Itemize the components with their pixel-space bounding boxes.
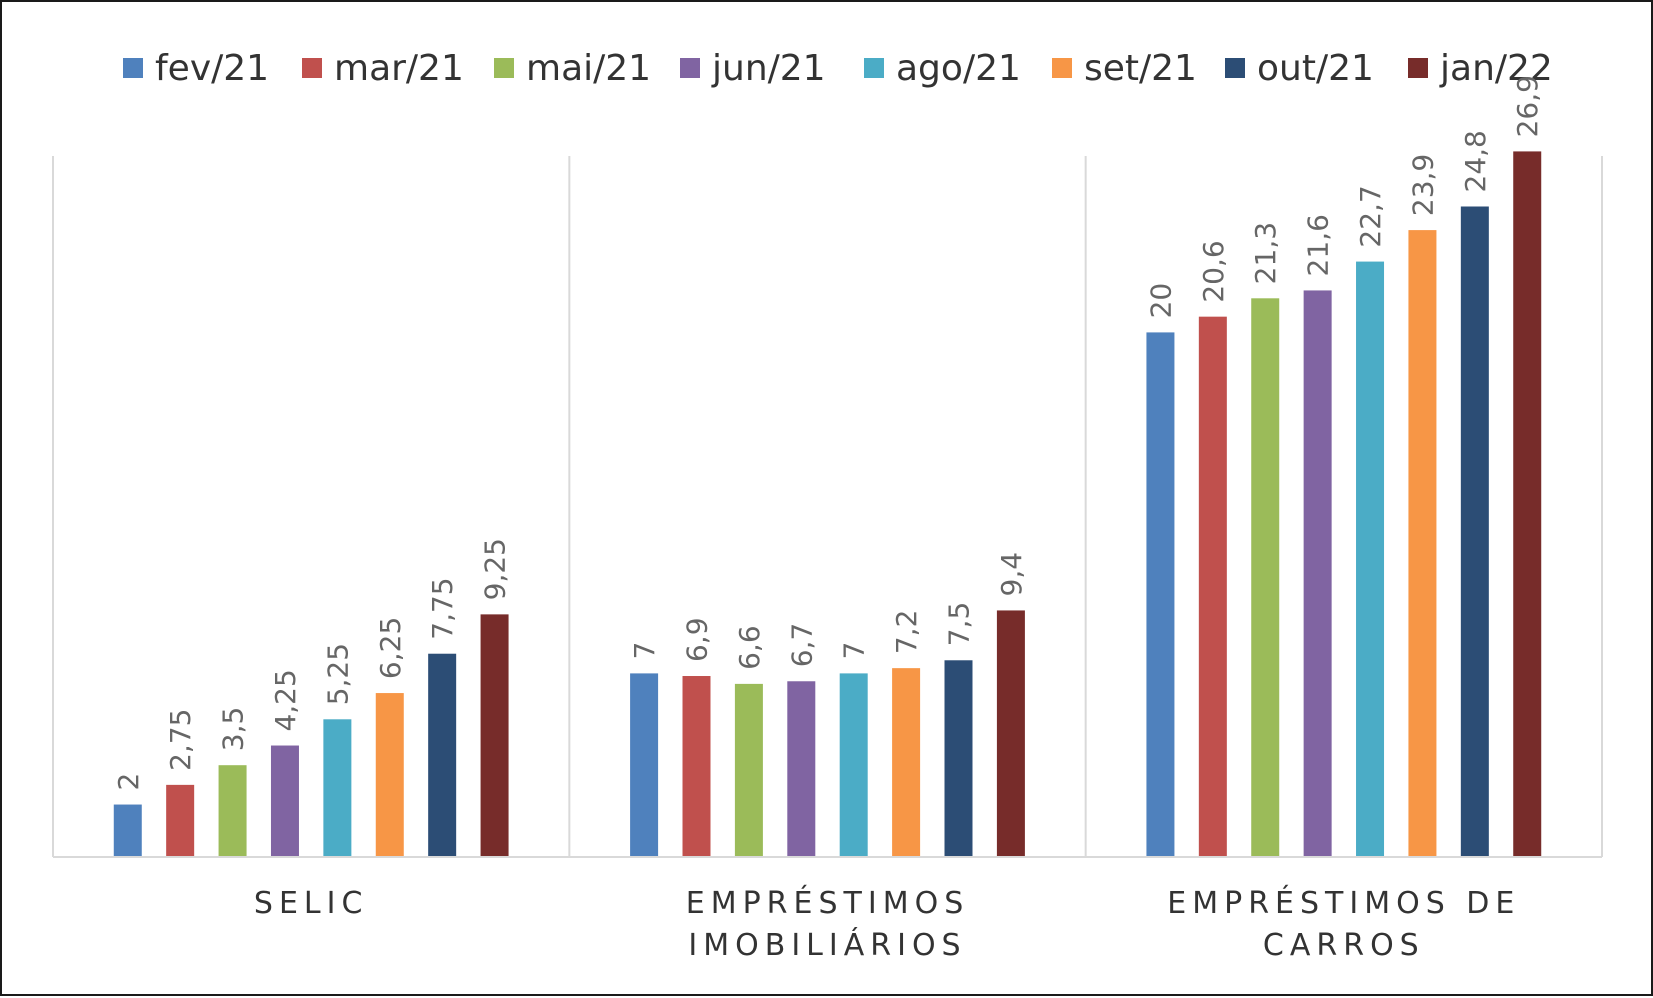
bar-out-21-cat1: [944, 660, 973, 857]
data-label: 6,9: [681, 617, 714, 662]
category-label: SELIC: [254, 886, 369, 921]
data-label: 26,9: [1511, 75, 1544, 137]
data-label: 2: [112, 773, 145, 791]
data-label: 7: [628, 642, 661, 660]
bar-mar-21-cat2: [1198, 316, 1227, 857]
data-label: 23,9: [1406, 154, 1439, 216]
legend-swatch-ago-21: [864, 58, 884, 78]
category-label: CARROS: [1263, 928, 1425, 963]
data-label: 5,25: [321, 643, 354, 705]
bar-jun-21-cat1: [787, 681, 816, 857]
legend-label-mar-21: mar/21: [334, 48, 464, 89]
bar-set-21-cat0: [375, 693, 404, 857]
bar-ago-21-cat1: [839, 673, 868, 857]
bar-jan-22-cat2: [1513, 151, 1542, 858]
data-label: 7: [838, 642, 871, 660]
data-labels: 2 2,75 3,5 4,25 5,25 6,25 7,75 9,25 7 6,9 6,6 6,7 7 7…: [112, 75, 1544, 790]
category-label: IMOBILIÁRIOS: [688, 927, 966, 963]
bar-mai-21-cat2: [1251, 298, 1280, 857]
data-label: 9,4: [995, 552, 1028, 597]
bar-mar-21-cat1: [682, 676, 711, 857]
bar-mai-21-cat1: [734, 683, 763, 857]
legend-label-mai-21: mai/21: [526, 48, 651, 89]
data-label: 21,6: [1302, 214, 1335, 276]
bar-fev-21-cat1: [630, 673, 659, 857]
bar-jan-22-cat1: [996, 610, 1025, 857]
bar-set-21-cat1: [892, 668, 921, 857]
bar-ago-21-cat2: [1356, 261, 1385, 858]
legend-label-jan-22: jan/22: [1439, 48, 1553, 89]
legend-swatch-jun-21: [680, 58, 700, 78]
bar-mai-21-cat0: [218, 765, 247, 857]
data-label: 6,25: [374, 617, 407, 679]
legend-swatch-fev-21: [123, 58, 143, 78]
data-label: 22,7: [1354, 185, 1387, 247]
data-label: 20,6: [1197, 240, 1230, 302]
data-label: 7,2: [890, 610, 923, 655]
data-label: 6,6: [733, 625, 766, 670]
category-labels: SELIC EMPRÉSTIMOS IMOBILIÁRIOS EMPRÉSTIMOS …: [254, 885, 1520, 963]
legend-label-ago-21: ago/21: [896, 48, 1021, 89]
legend-swatch-set-21: [1052, 58, 1072, 78]
legend-swatch-jan-22: [1408, 58, 1428, 78]
data-label: 3,5: [217, 707, 250, 752]
bar-out-21-cat0: [428, 653, 457, 857]
legend: fev/21 mar/21 mai/21 jun/21 ago/21 set/21 out/…: [123, 48, 1553, 89]
data-label: 21,3: [1249, 222, 1282, 284]
category-label: EMPRÉSTIMOS: [686, 885, 970, 921]
bar-jan-22-cat0: [480, 614, 509, 857]
data-label: 24,8: [1459, 130, 1492, 192]
data-label: 7,75: [426, 577, 459, 639]
data-label: 6,7: [785, 623, 818, 668]
category-dividers: [52, 156, 1603, 857]
legend-label-fev-21: fev/21: [155, 48, 269, 89]
data-label: 2,75: [164, 709, 197, 771]
bar-jun-21-cat2: [1303, 290, 1332, 857]
legend-label-set-21: set/21: [1084, 48, 1197, 89]
bar-fev-21-cat2: [1146, 332, 1175, 857]
bar-ago-21-cat0: [323, 719, 352, 857]
legend-swatch-mar-21: [302, 58, 322, 78]
bar-set-21-cat2: [1408, 230, 1437, 857]
data-label: 20: [1144, 283, 1177, 319]
legend-label-jun-21: jun/21: [711, 48, 826, 89]
legend-swatch-mai-21: [494, 58, 514, 78]
bars: [113, 151, 1542, 858]
legend-swatch-out-21: [1225, 58, 1245, 78]
bar-fev-21-cat0: [113, 804, 142, 857]
bar-out-21-cat2: [1460, 206, 1489, 858]
data-label: 7,5: [943, 602, 976, 647]
data-label: 9,25: [479, 538, 512, 600]
legend-label-out-21: out/21: [1257, 48, 1374, 89]
bar-jun-21-cat0: [270, 745, 299, 857]
bar-mar-21-cat0: [166, 784, 195, 857]
category-label: EMPRÉSTIMOS DE: [1167, 885, 1520, 921]
data-label: 4,25: [269, 669, 302, 731]
